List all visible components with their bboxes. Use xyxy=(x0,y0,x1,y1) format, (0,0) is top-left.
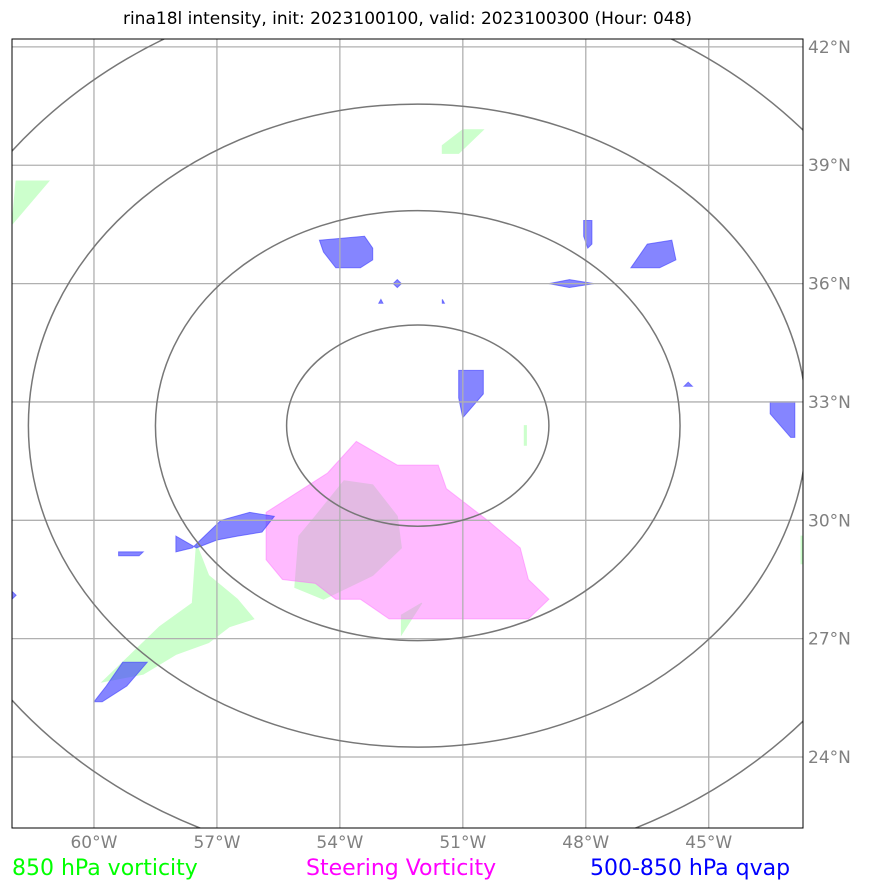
latitude-tick-labels: 24°N 27°N 30°N 33°N 36°N 39°N 42°N xyxy=(808,38,851,768)
steering-vorticity-region-0 xyxy=(265,440,550,620)
range-ring-1 xyxy=(154,209,681,642)
lat-tick-label: 33°N xyxy=(808,393,851,413)
lat-tick-label: 24°N xyxy=(808,748,851,768)
qvap-region-7 xyxy=(458,369,484,419)
plot-background xyxy=(12,39,803,828)
qvap-region-12 xyxy=(12,590,17,600)
plot-frame xyxy=(11,38,804,829)
qvap-region-5 xyxy=(377,298,384,304)
qvap-region-8 xyxy=(682,381,694,387)
chart-title: rina18l intensity, init: 2023100100, val… xyxy=(122,9,693,29)
legend-850-vorticity: 850 hPa vorticity xyxy=(12,856,198,881)
lon-tick-label: 54°W xyxy=(316,833,363,853)
qvap-region-11 xyxy=(118,551,145,557)
lat-tick-label: 36°N xyxy=(808,275,851,295)
range-ring-2 xyxy=(27,103,803,748)
lon-tick-label: 48°W xyxy=(562,833,609,853)
range-ring-0 xyxy=(285,324,550,527)
gridlines xyxy=(12,39,803,828)
lon-tick-label: 51°W xyxy=(439,833,486,853)
vorticity-850-layer xyxy=(12,129,803,683)
vorticity-850-region-3 xyxy=(294,480,402,600)
lat-tick-label: 27°N xyxy=(808,630,851,650)
lon-tick-label: 57°W xyxy=(193,833,240,853)
legend-qvap: 500-850 hPa qvap xyxy=(590,856,791,881)
vorticity-850-region-0 xyxy=(12,180,50,226)
vorticity-850-region-5 xyxy=(523,425,527,446)
lon-tick-label: 60°W xyxy=(70,833,117,853)
vorticity-850-region-4 xyxy=(400,602,423,637)
qvap-region-0 xyxy=(318,235,374,269)
longitude-tick-labels: 60°W 57°W 54°W 51°W 48°W 45°W xyxy=(70,833,732,853)
steering-vorticity-layer xyxy=(265,440,550,620)
lat-tick-label: 30°N xyxy=(808,511,851,531)
lon-tick-label: 45°W xyxy=(685,833,732,853)
qvap-region-6 xyxy=(441,299,446,304)
qvap-region-13 xyxy=(92,661,149,703)
range-rings xyxy=(12,39,803,828)
legend-steering-vorticity: Steering Vorticity xyxy=(306,856,497,881)
lat-tick-label: 42°N xyxy=(808,38,851,58)
vorticity-850-region-2 xyxy=(100,543,255,683)
lat-tick-label: 39°N xyxy=(808,156,851,176)
qvap-region-2 xyxy=(629,239,677,269)
